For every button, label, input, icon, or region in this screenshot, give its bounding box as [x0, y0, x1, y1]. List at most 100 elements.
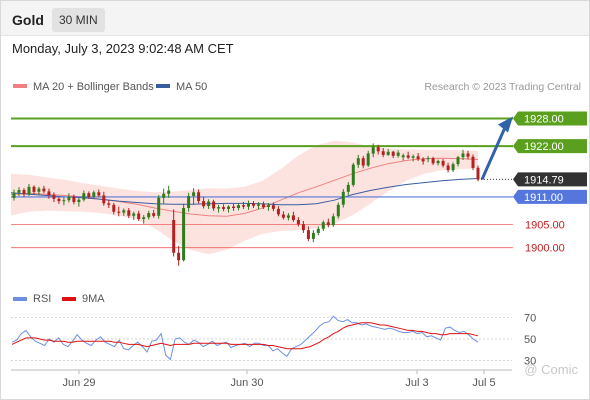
candle-body: [451, 164, 455, 171]
candle-body: [311, 232, 315, 239]
candle-body: [182, 208, 186, 261]
candle-body: [431, 158, 435, 164]
candle-body: [132, 213, 136, 216]
candle-body: [82, 193, 86, 200]
candle-body: [247, 203, 250, 207]
candle-body: [336, 204, 340, 217]
candle-body: [192, 192, 196, 196]
candle-body: [376, 147, 380, 152]
candle-body: [52, 195, 56, 199]
candle-body: [346, 184, 350, 192]
candle-body: [381, 151, 385, 155]
candle-body: [87, 193, 91, 197]
candle-body: [341, 191, 345, 205]
candle-body: [202, 201, 206, 207]
ma20-legend-label: MA 20 + Bollinger Bands: [33, 81, 154, 93]
candle-body: [446, 165, 450, 171]
candle-body: [316, 228, 320, 233]
level-label: 1922.00: [524, 141, 564, 153]
candle-body: [331, 216, 335, 226]
rsi-legend-swatch: [13, 297, 27, 301]
candle-body: [326, 222, 330, 226]
ma20-legend-swatch: [13, 84, 27, 88]
candle-body: [187, 196, 191, 208]
candle-body: [286, 215, 290, 218]
candle-body: [12, 192, 16, 198]
candle-body: [32, 186, 36, 192]
level-label: 1928.00: [524, 113, 564, 125]
candle-body: [222, 207, 225, 209]
candle-body: [167, 190, 171, 194]
candle-body: [262, 204, 265, 208]
candle-body: [441, 160, 445, 166]
rsi-line: [11, 315, 479, 361]
candle-body: [97, 192, 101, 196]
candle-body: [37, 188, 41, 192]
level-label-box: [513, 189, 587, 204]
candle-body: [27, 186, 31, 195]
candle-body: [227, 206, 230, 209]
candle-body: [351, 164, 355, 185]
candle-body: [257, 204, 260, 206]
candle-body: [252, 203, 255, 206]
candle-body: [386, 151, 390, 155]
candle-body: [77, 199, 81, 202]
candle-body: [17, 190, 21, 193]
candle-body: [197, 192, 201, 202]
candle-body: [177, 252, 181, 261]
ma50-legend-label: MA 50: [176, 81, 207, 93]
candle-body: [401, 155, 405, 158]
instrument-title: Gold: [12, 12, 44, 28]
candle-body: [67, 196, 71, 201]
candle-body: [57, 198, 61, 202]
x-tick-label: Jun 30: [230, 377, 263, 389]
candle-body: [466, 153, 470, 157]
candle-body: [122, 210, 126, 213]
candle-body: [391, 151, 395, 156]
x-tick-label: Jun 29: [62, 377, 95, 389]
candle-body: [92, 192, 96, 197]
candle-body: [232, 206, 235, 208]
candle-body: [22, 190, 26, 195]
candle-body: [62, 200, 66, 202]
candle-body: [271, 205, 275, 209]
report-datetime: Monday, July 3, 2023 9:02:48 AM CET: [12, 41, 234, 56]
candle-body: [142, 217, 146, 219]
candle-body: [296, 220, 300, 225]
forecast-arrow: [480, 126, 507, 181]
candle-body: [72, 196, 76, 202]
candle-body: [471, 156, 475, 168]
candle-body: [267, 205, 270, 207]
candle-body: [371, 147, 375, 154]
candle-body: [102, 195, 106, 204]
candle-body: [172, 220, 176, 253]
candle-body: [421, 159, 425, 162]
candle-body: [281, 214, 285, 218]
candle-body: [366, 153, 370, 166]
candle-body: [406, 155, 410, 158]
rsi-legend-label: RSI: [33, 293, 51, 305]
rsi-tick-label: 70: [524, 312, 536, 324]
candle-body: [426, 158, 430, 160]
candle-body: [127, 210, 131, 216]
candle-body: [416, 156, 420, 160]
rsi-ma-legend-swatch: [62, 297, 76, 301]
candle-body: [291, 215, 295, 220]
level-label: 1905.00: [525, 220, 565, 232]
forecast-arrowhead: [498, 116, 513, 133]
timeframe-button[interactable]: 30 MIN: [52, 8, 105, 32]
candle-body: [107, 203, 111, 205]
candle-body: [137, 213, 141, 219]
candle-body: [157, 197, 161, 216]
candle-body: [396, 152, 400, 156]
candle-body: [361, 158, 365, 166]
rsi-ma-line: [11, 322, 479, 350]
candle-body: [212, 201, 216, 209]
candle-body: [242, 205, 245, 207]
level-label: 1911.00: [524, 192, 563, 204]
candle-body: [237, 205, 240, 208]
source-credit: Research © 2023 Trading Central: [424, 81, 581, 93]
ma50-legend-swatch: [156, 84, 170, 88]
candle-body: [152, 213, 156, 216]
